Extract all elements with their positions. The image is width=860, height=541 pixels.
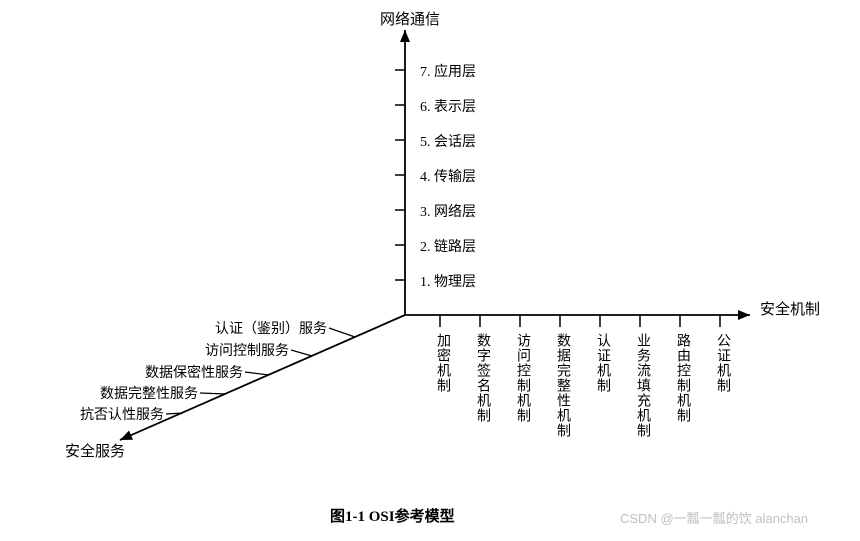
- z-tick-2: 访问控制服务: [205, 340, 289, 360]
- z-axis-label: 安全服务: [65, 440, 125, 461]
- x-tick-5: 认证机制: [592, 333, 612, 393]
- z-tick-4: 数据完整性服务: [100, 383, 198, 403]
- x-tick-2: 数字签名机制: [472, 333, 492, 423]
- y-tick-1: 1. 物理层: [420, 271, 476, 291]
- x-tick-4: 数据完整性机制: [552, 333, 572, 438]
- y-tick-3: 3. 网络层: [420, 201, 476, 221]
- y-tick-2: 2. 链路层: [420, 236, 476, 256]
- y-tick-6: 6. 表示层: [420, 96, 476, 116]
- y-tick-7: 7. 应用层: [420, 61, 476, 81]
- csdn-watermark: CSDN @一瓢一瓢的饮 alanchan: [620, 508, 808, 527]
- osi-3d-axes-diagram: 网络通信 1. 物理层 2. 链路层 3. 网络层 4. 传输层 5. 会话层 6. 表示层…: [0, 0, 860, 541]
- x-tick-7: 路由控制机制: [672, 333, 692, 423]
- figure-caption: 图1-1 OSI参考模型: [330, 505, 455, 526]
- y-tick-5: 5. 会话层: [420, 131, 476, 151]
- z-tick-3: 数据保密性服务: [145, 362, 243, 382]
- x-axis-label: 安全机制: [760, 298, 820, 319]
- x-tick-6: 业务流填充机制: [632, 333, 652, 438]
- x-tick-1: 加密机制: [432, 333, 452, 393]
- x-tick-8: 公证机制: [712, 333, 732, 393]
- z-tick-5: 抗否认性服务: [80, 404, 164, 424]
- y-axis-label: 网络通信: [380, 8, 440, 29]
- z-tick-1: 认证（鉴别）服务: [215, 318, 327, 338]
- x-tick-3: 访问控制机制: [512, 333, 532, 423]
- y-tick-4: 4. 传输层: [420, 166, 476, 186]
